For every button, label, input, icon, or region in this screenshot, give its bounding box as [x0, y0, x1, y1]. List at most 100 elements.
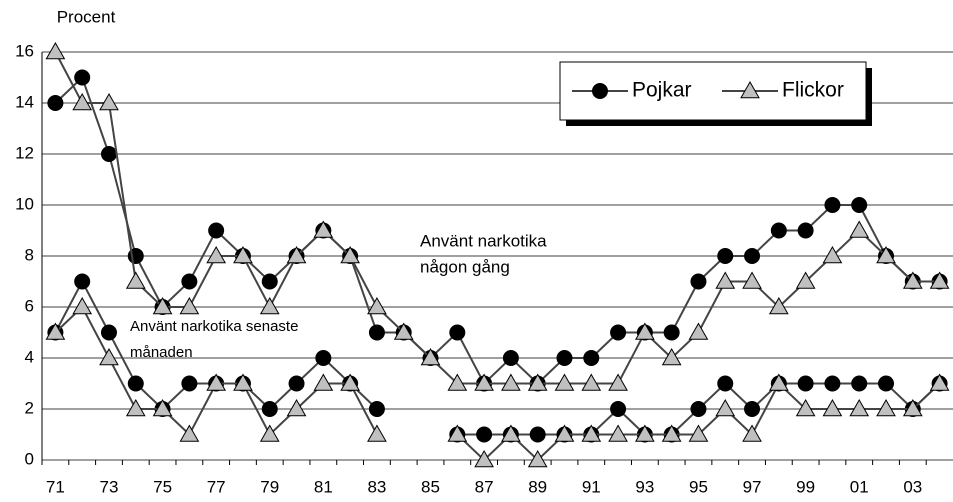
x-tick-label: 99 — [796, 477, 815, 496]
point — [610, 324, 627, 341]
point — [501, 373, 521, 391]
point — [47, 95, 64, 111]
point — [502, 350, 519, 366]
point — [45, 322, 66, 340]
point — [313, 220, 334, 238]
point — [770, 222, 787, 239]
point — [233, 373, 253, 391]
point — [610, 401, 627, 417]
point — [99, 347, 119, 366]
point — [554, 424, 575, 442]
point — [125, 271, 146, 289]
y-tick-label: 4 — [25, 347, 34, 366]
point — [929, 373, 950, 391]
point — [797, 222, 814, 239]
point — [554, 373, 575, 391]
legend-label: Flickor — [782, 79, 844, 102]
point — [127, 375, 144, 392]
point — [474, 449, 494, 468]
y-tick-label: 8 — [25, 245, 34, 264]
point — [152, 398, 173, 417]
point — [152, 296, 173, 315]
point — [313, 373, 334, 391]
point — [661, 424, 682, 442]
point — [744, 401, 761, 417]
point — [824, 375, 841, 392]
point — [206, 245, 227, 264]
annotation: Använt narkotika senaste — [130, 318, 298, 335]
point — [340, 245, 360, 264]
point — [179, 296, 200, 315]
series-line — [456, 381, 941, 462]
x-tick-label: 85 — [421, 477, 440, 496]
point — [824, 197, 841, 213]
x-tick-label: 91 — [582, 477, 601, 496]
point — [367, 424, 387, 442]
point — [368, 401, 385, 417]
point — [795, 398, 816, 417]
point — [206, 373, 227, 391]
y-axis-label: Procent — [57, 7, 116, 26]
point — [181, 273, 198, 290]
point — [99, 92, 119, 111]
point — [527, 449, 548, 468]
x-tick-label: 95 — [689, 477, 708, 496]
y-tick-label: 10 — [15, 194, 34, 213]
point — [261, 401, 278, 417]
point — [181, 375, 198, 392]
annotation: månaden — [130, 344, 193, 361]
point — [393, 322, 414, 340]
point — [688, 322, 709, 340]
y-tick-label: 0 — [25, 449, 34, 468]
point — [100, 324, 117, 341]
y-tick-label: 16 — [15, 41, 34, 60]
point — [878, 375, 895, 392]
point — [715, 398, 736, 417]
point — [849, 220, 870, 238]
point — [583, 350, 600, 366]
annotation: Använt narkotika — [420, 231, 547, 250]
x-tick-label: 71 — [46, 477, 65, 496]
x-tick-label: 79 — [260, 477, 279, 496]
point — [581, 424, 602, 442]
point — [501, 424, 521, 442]
point — [100, 146, 117, 162]
point — [529, 426, 546, 443]
point — [742, 271, 762, 289]
point — [663, 324, 680, 341]
point — [929, 271, 950, 289]
point — [715, 271, 736, 289]
x-tick-label: 93 — [635, 477, 654, 496]
point — [822, 245, 843, 264]
y-tick-label: 14 — [15, 92, 34, 111]
point — [449, 324, 466, 341]
x-tick-label: 83 — [367, 477, 386, 496]
point — [288, 375, 305, 392]
point — [690, 401, 707, 417]
point — [315, 350, 332, 366]
point — [822, 398, 843, 417]
point — [608, 373, 628, 391]
point — [286, 245, 307, 264]
legend-label: Pojkar — [632, 79, 692, 102]
point — [717, 248, 734, 264]
point — [259, 296, 280, 315]
point — [795, 271, 816, 289]
point — [635, 424, 655, 442]
point — [208, 222, 225, 239]
y-tick-label: 6 — [25, 296, 34, 315]
point — [261, 273, 278, 290]
series-line — [54, 75, 940, 386]
point — [420, 347, 441, 366]
point — [45, 41, 66, 60]
point — [902, 271, 923, 289]
point — [851, 197, 868, 213]
point — [851, 375, 868, 392]
x-tick-label: 77 — [207, 477, 226, 496]
point — [635, 322, 655, 340]
x-tick-label: 89 — [528, 477, 547, 496]
point — [72, 92, 93, 111]
point — [556, 350, 573, 366]
point — [476, 426, 493, 443]
